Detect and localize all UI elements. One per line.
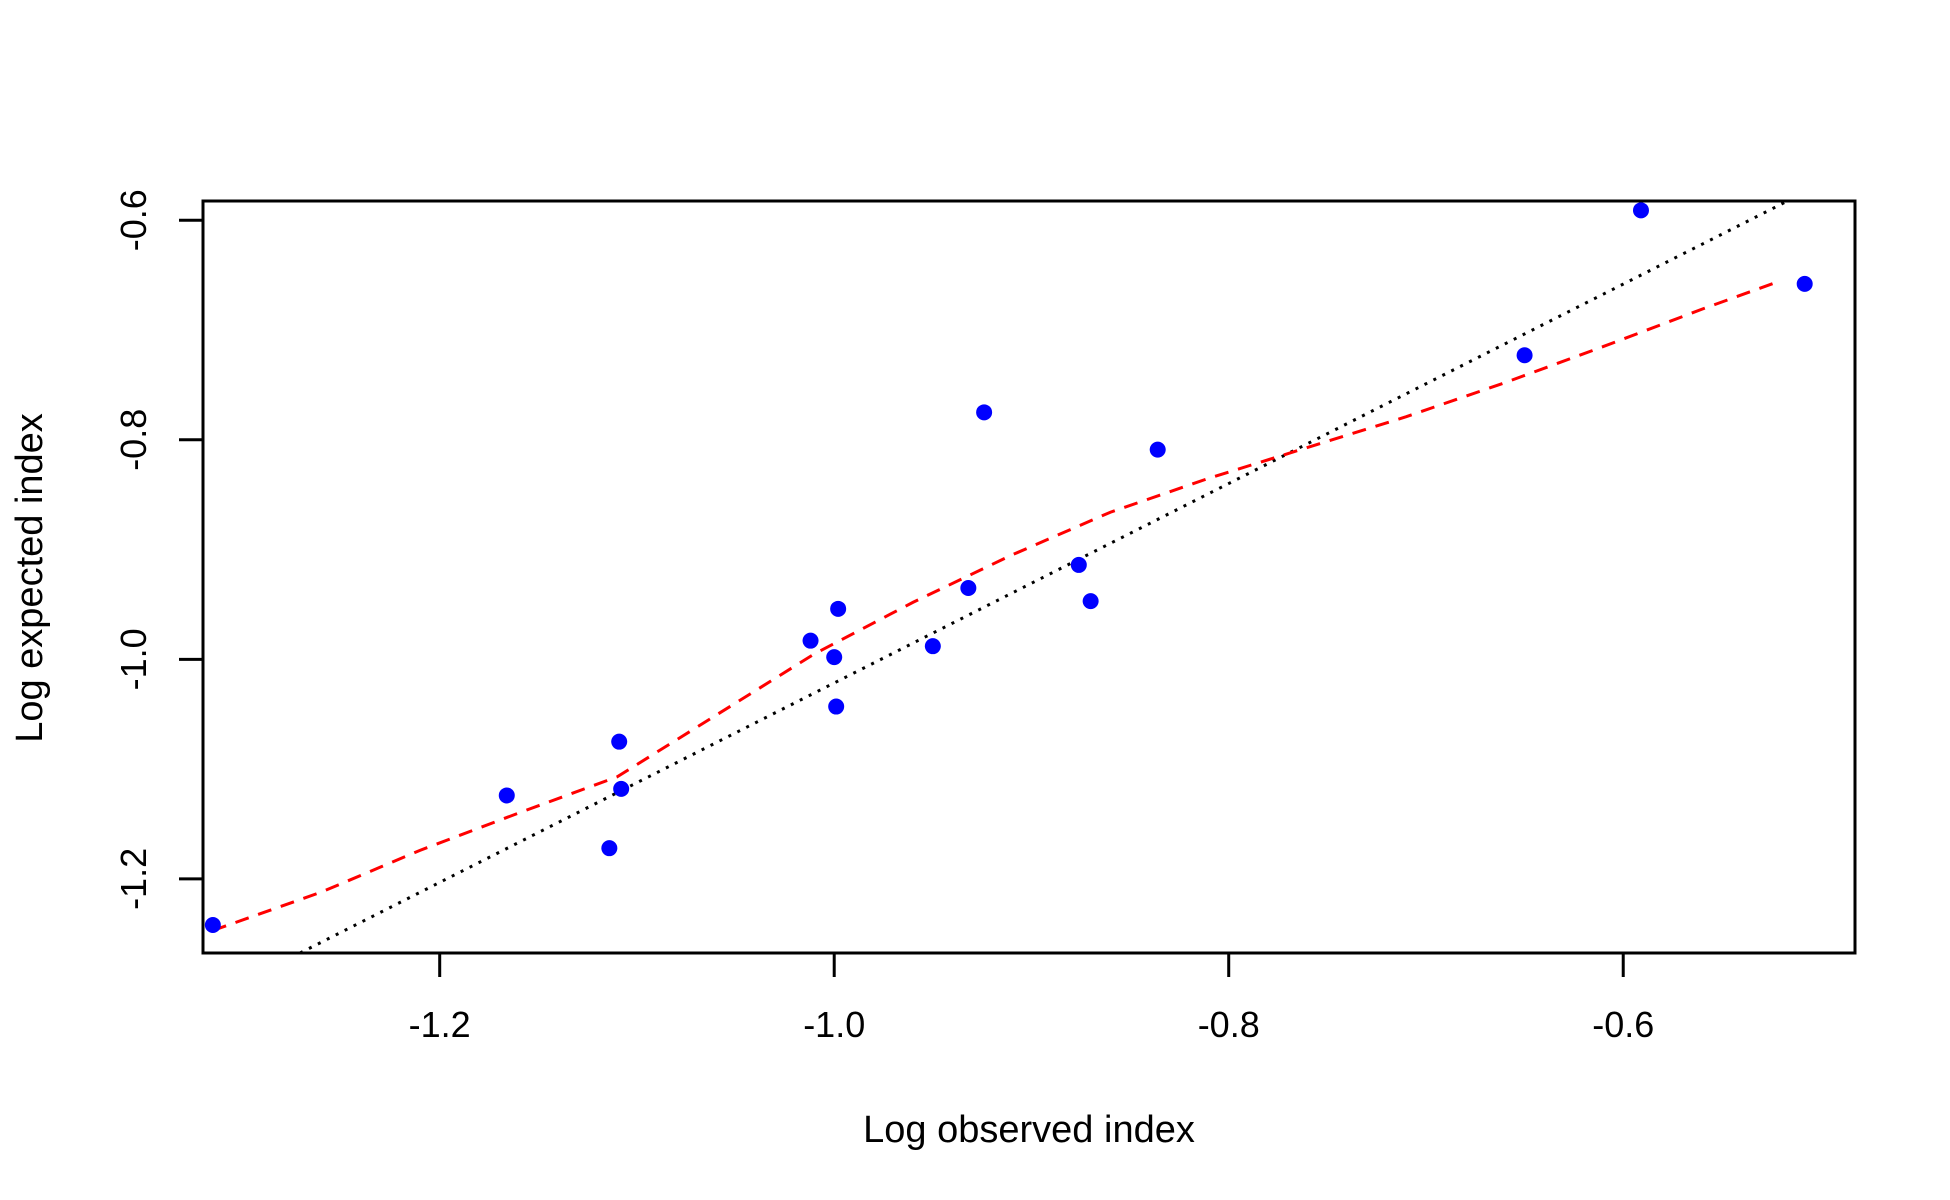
x-tick-label-2: -0.8 (1198, 1004, 1260, 1045)
data-point-3 (613, 780, 630, 797)
plot-frame (201, 199, 1857, 955)
data-point-1 (498, 787, 515, 804)
data-point-14 (1149, 441, 1166, 458)
x-tick-label-3: -0.6 (1592, 1004, 1654, 1045)
data-point-8 (828, 698, 845, 715)
y-tick-label-0: -1.2 (113, 848, 154, 910)
data-point-15 (1516, 347, 1533, 364)
data-point-9 (924, 638, 941, 655)
data-point-17 (1796, 275, 1813, 292)
y-tick-label-3: -0.6 (113, 189, 154, 251)
y-tick-label-2: -0.8 (113, 409, 154, 471)
y-axis: -1.2 -1.0 -0.8 -0.6 (113, 189, 203, 910)
data-point-5 (802, 632, 819, 649)
data-point-7 (830, 600, 847, 617)
line-layer (212, 201, 1789, 953)
x-tick-label-0: -1.2 (409, 1004, 471, 1045)
data-point-10 (960, 579, 977, 596)
data-point-12 (1070, 556, 1087, 573)
y-axis-title: Log expected index (9, 413, 51, 743)
data-point-16 (1632, 202, 1649, 219)
data-point-0 (204, 917, 221, 934)
x-tick-label-1: -1.0 (803, 1004, 865, 1045)
y-tick-label-1: -1.0 (113, 628, 154, 690)
data-point-4 (601, 840, 618, 857)
data-point-11 (976, 404, 993, 421)
x-axis: -1.2 -1.0 -0.8 -0.6 (409, 953, 1654, 1045)
data-point-2 (611, 733, 628, 750)
dashed-line-2 (212, 279, 1782, 932)
x-axis-title: Log observed index (863, 1109, 1195, 1151)
dotted-line-1 (299, 201, 1789, 953)
data-point-13 (1082, 593, 1099, 610)
point-layer (204, 202, 1813, 934)
data-point-6 (826, 649, 843, 666)
